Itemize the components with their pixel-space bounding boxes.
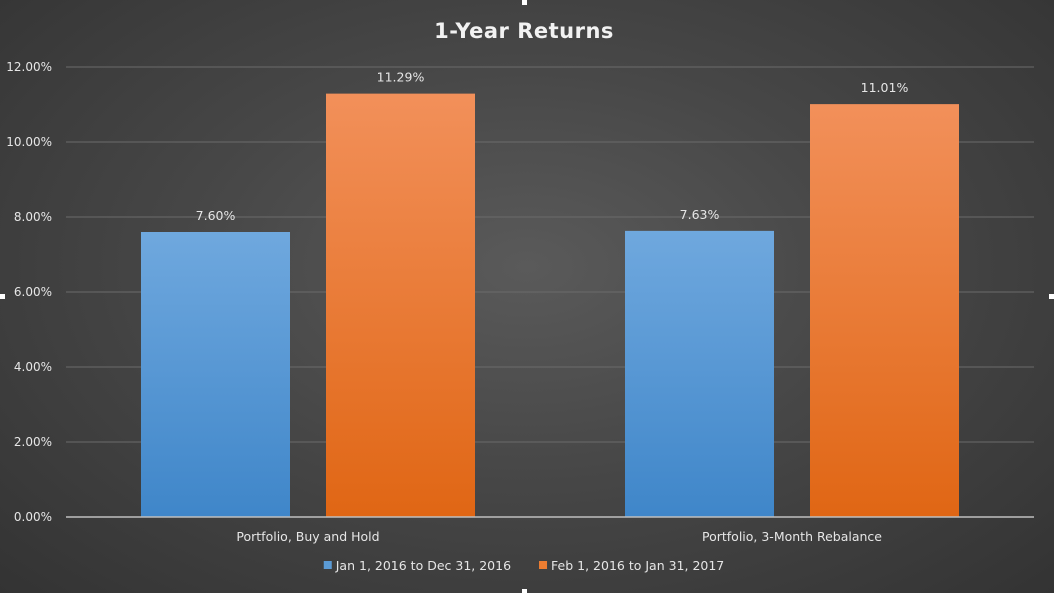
bar[interactable] [625, 230, 774, 517]
data-labels: 7.60% 11.29% 7.63% 11.01% [196, 70, 909, 223]
data-label: 11.01% [861, 80, 909, 95]
y-tick-label: 0.00% [14, 510, 52, 524]
axes: 0.00% 2.00% 4.00% 6.00% 8.00% 10.00% 12.00% Por… [6, 60, 1034, 544]
y-tick-label: 6.00% [14, 285, 52, 299]
legend-swatch [539, 561, 548, 569]
bar[interactable] [810, 104, 959, 517]
bar[interactable] [326, 93, 475, 517]
chart-title: 1-Year Returns [434, 19, 614, 43]
resize-handle-left[interactable] [0, 294, 5, 299]
resize-handle-right[interactable] [1049, 294, 1054, 299]
x-category-label: Portfolio, 3-Month Rebalance [702, 529, 882, 544]
y-tick-label: 10.00% [6, 135, 52, 149]
legend-label: Jan 1, 2016 to Dec 31, 2016 [335, 558, 511, 573]
y-tick-label: 12.00% [6, 60, 52, 74]
resize-handle-bottom[interactable] [522, 589, 527, 593]
y-tick-label: 8.00% [14, 210, 52, 224]
legend-item[interactable]: Jan 1, 2016 to Dec 31, 2016 [323, 558, 511, 573]
data-label: 7.60% [196, 208, 236, 223]
bar[interactable] [141, 232, 290, 517]
x-category-label: Portfolio, Buy and Hold [236, 529, 379, 544]
legend-label: Feb 1, 2016 to Jan 31, 2017 [551, 558, 724, 573]
y-tick-label: 4.00% [14, 360, 52, 374]
data-label: 7.63% [680, 207, 720, 222]
y-tick-label: 2.00% [14, 435, 52, 449]
bars [141, 93, 959, 517]
data-label: 11.29% [377, 70, 425, 85]
legend-swatch [323, 561, 332, 569]
resize-handle-top[interactable] [522, 0, 527, 5]
legend-item[interactable]: Feb 1, 2016 to Jan 31, 2017 [539, 558, 724, 573]
legend[interactable]: Jan 1, 2016 to Dec 31, 2016 Feb 1, 2016 t… [323, 558, 725, 573]
